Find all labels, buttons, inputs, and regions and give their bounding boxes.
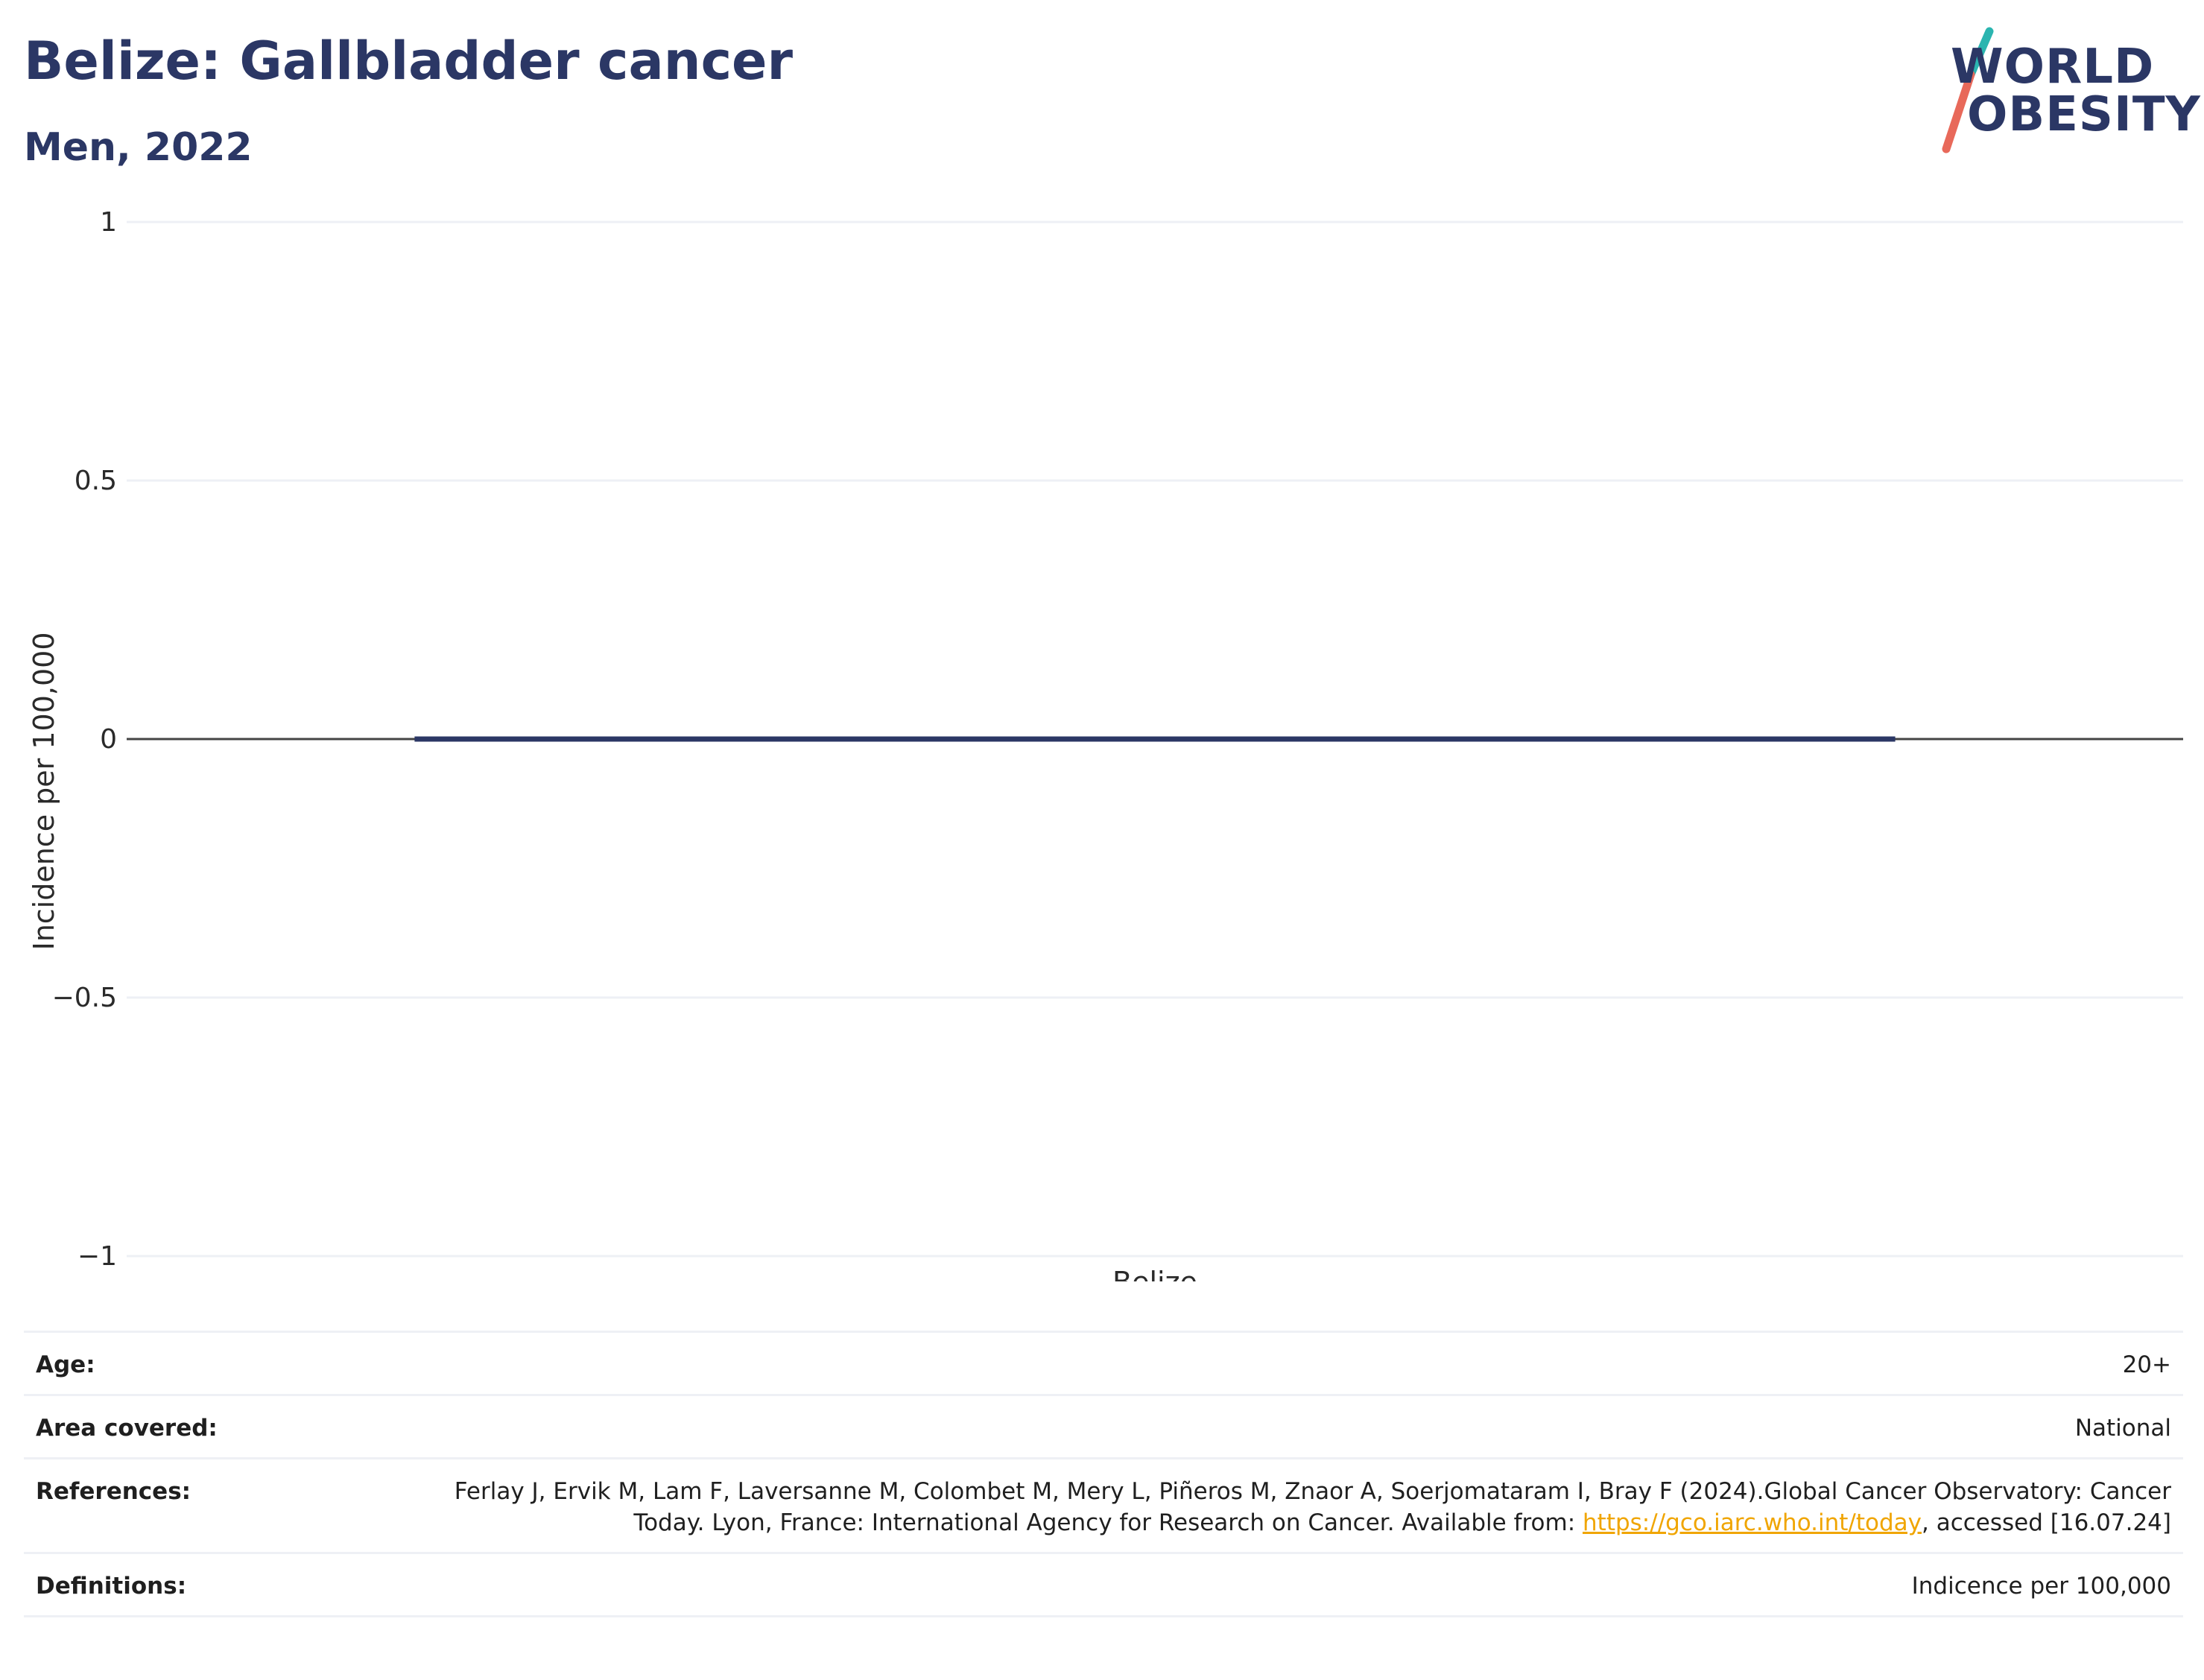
reference-text: Ferlay J, Ervik M, Lam F, Laversanne M, … bbox=[454, 1478, 2171, 1536]
meta-value-references: Ferlay J, Ervik M, Lam F, Laversanne M, … bbox=[383, 1476, 2171, 1538]
y-tick-label: −0.5 bbox=[52, 983, 117, 1013]
bar bbox=[414, 736, 1896, 742]
y-tick-label: −1 bbox=[77, 1241, 117, 1272]
x-tick-label: Belize bbox=[1112, 1266, 1197, 1281]
y-axis-title: Incidence per 100,000 bbox=[28, 632, 60, 950]
meta-value-definitions: Indicence per 100,000 bbox=[1911, 1573, 2171, 1600]
y-tick-label: 0.5 bbox=[75, 466, 117, 496]
chart-title: Belize: Gallbladder cancer bbox=[24, 31, 794, 92]
chart-subtitle: Men, 2022 bbox=[24, 125, 253, 170]
meta-label-age: Age: bbox=[36, 1351, 95, 1378]
reference-link[interactable]: https://gco.iarc.who.int/today bbox=[1583, 1509, 1922, 1536]
meta-label-references: References: bbox=[36, 1478, 191, 1505]
bar-chart: 1 0.5 0 −0.5 −1 Belize Incidence per 100,000 bbox=[28, 207, 2183, 1281]
metadata-table: Age: 20+ Area covered: National Referenc… bbox=[24, 1331, 2183, 1617]
y-tick-label: 1 bbox=[100, 207, 117, 238]
meta-row-area: Area covered: National bbox=[24, 1394, 2183, 1457]
meta-label-definitions: Definitions: bbox=[36, 1573, 187, 1600]
reference-accessed: , accessed [16.07.24] bbox=[1921, 1509, 2171, 1536]
meta-value-area: National bbox=[2074, 1415, 2171, 1442]
logo-line1: WORLD bbox=[1951, 39, 2155, 95]
logo-line2: OBESITY bbox=[1967, 87, 2201, 142]
world-obesity-logo: WORLD OBESITY bbox=[1937, 22, 2200, 156]
meta-label-area: Area covered: bbox=[36, 1415, 218, 1442]
y-tick-label: 0 bbox=[100, 724, 117, 755]
meta-row-references: References: Ferlay J, Ervik M, Lam F, La… bbox=[24, 1457, 2183, 1552]
meta-row-age: Age: 20+ bbox=[24, 1331, 2183, 1394]
meta-value-age: 20+ bbox=[2122, 1351, 2171, 1378]
logo-slash-icon bbox=[1942, 27, 1994, 153]
meta-row-definitions: Definitions: Indicence per 100,000 bbox=[24, 1552, 2183, 1617]
